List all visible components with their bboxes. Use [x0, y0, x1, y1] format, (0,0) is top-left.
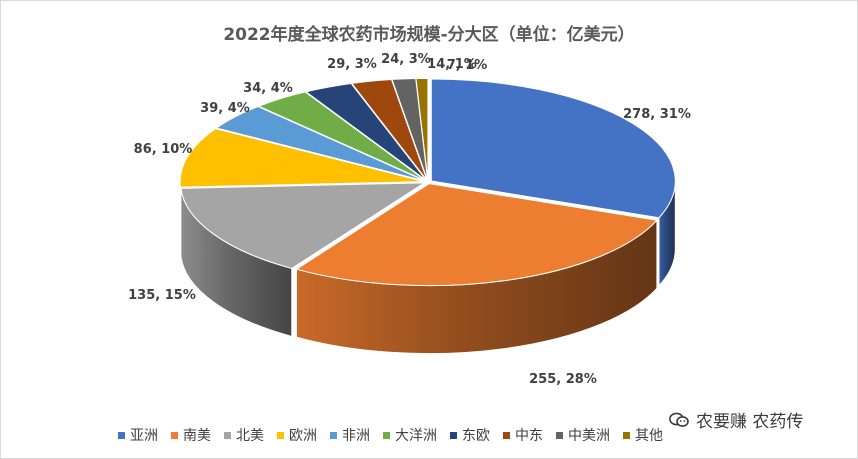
legend-item-大洋洲: 大洋洲 — [383, 425, 437, 445]
watermark-text: 农要赚 农药传 — [696, 412, 804, 432]
legend-swatch — [330, 431, 337, 439]
legend-swatch — [171, 431, 178, 439]
pie-data-labels: 278, 31% 255, 28% 135, 15% 86, 10% 39, 4% 34,… — [128, 52, 691, 387]
pie-top-faces — [179, 77, 676, 287]
data-label-大洋洲: 34, 4% — [243, 81, 293, 96]
legend-item-非洲: 非洲 — [330, 425, 370, 445]
slice-欧洲 — [179, 128, 425, 188]
legend-item-北美: 北美 — [224, 425, 264, 445]
chart-title: 2022年度全球农药市场规模-分大区（单位：亿美元） — [223, 25, 635, 45]
slice-北美 — [180, 182, 427, 269]
legend-item-南美: 南美 — [171, 425, 211, 445]
slice-南美 — [295, 183, 658, 287]
legend-label: 大洋洲 — [395, 428, 437, 444]
legend-item-其他: 其他 — [623, 425, 663, 445]
data-label-南美: 255, 28% — [529, 372, 597, 387]
slice-其他 — [415, 77, 429, 181]
legend-label: 欧洲 — [289, 428, 317, 444]
data-label-非洲: 39, 4% — [200, 101, 250, 116]
slice-东欧 — [304, 82, 427, 181]
legend-item-中东: 中东 — [503, 425, 543, 445]
legend-swatch — [277, 431, 284, 439]
legend-item-欧洲: 欧洲 — [277, 425, 317, 445]
legend-swatch — [623, 431, 630, 439]
watermark: 农要赚 农药传 — [668, 407, 803, 432]
legend-swatch — [118, 431, 125, 439]
slice-亚洲 — [430, 78, 676, 219]
legend-label: 北美 — [236, 428, 264, 444]
data-label-中美洲: 14, 1% — [427, 57, 477, 72]
legend-item-中美洲: 中美洲 — [556, 425, 610, 445]
legend-label: 其他 — [635, 428, 663, 444]
legend-label: 亚洲 — [130, 428, 158, 444]
data-label-欧洲: 86, 10% — [134, 142, 193, 157]
legend-swatch — [556, 431, 563, 439]
chart-legend: 亚洲 南美 北美 欧洲 非洲 大洋洲 东欧 中东 中美洲 其他 — [118, 425, 676, 445]
data-label-其他: 7, 1% — [447, 58, 488, 73]
legend-label: 非洲 — [342, 428, 370, 444]
legend-label: 中东 — [515, 428, 543, 444]
slice-大洋洲 — [257, 91, 426, 182]
legend-label: 中美洲 — [568, 428, 610, 444]
data-label-东欧: 29, 3% — [327, 57, 377, 72]
legend-swatch — [224, 431, 231, 439]
legend-swatch — [383, 431, 390, 439]
legend-item-亚洲: 亚洲 — [118, 425, 158, 445]
slice-中东 — [350, 78, 428, 181]
data-label-亚洲: 278, 31% — [623, 107, 691, 122]
data-label-中东: 24, 3% — [381, 52, 431, 67]
slice-非洲 — [215, 105, 426, 182]
legend-swatch — [450, 431, 457, 439]
legend-label: 东欧 — [462, 428, 490, 444]
legend-label: 南美 — [183, 428, 211, 444]
data-label-北美: 135, 15% — [128, 288, 196, 303]
wechat-icon — [669, 412, 689, 427]
legend-item-东欧: 东欧 — [450, 425, 490, 445]
legend-swatch — [503, 431, 510, 439]
